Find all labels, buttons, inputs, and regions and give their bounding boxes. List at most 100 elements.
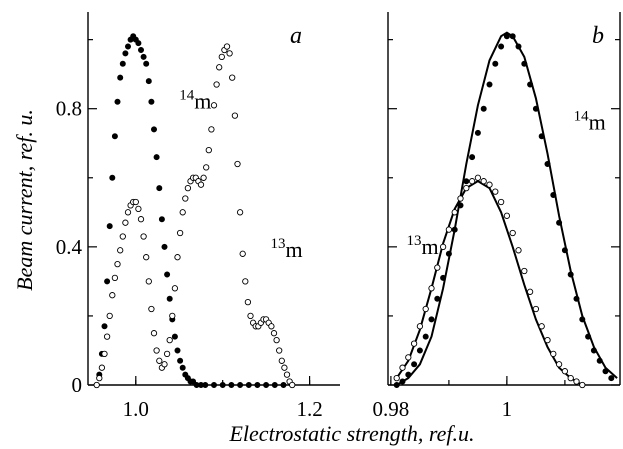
panel-a-point-13m: [223, 43, 231, 50]
panel-b-point-13m: [393, 374, 400, 382]
panel-a-point-13m: [236, 209, 244, 216]
panel-a-point-14m: [171, 333, 178, 340]
panel-a-series-label: 13m: [270, 236, 302, 262]
panel-a-point-13m: [111, 274, 119, 282]
panel-a-point-14m: [179, 364, 186, 371]
panel-a-point-13m: [208, 126, 215, 133]
isotope-mass-number: 13: [407, 233, 422, 249]
panel-b-point-14m: [440, 274, 447, 281]
y-tick-label: 0.4: [56, 235, 83, 259]
panel-a-point-13m: [218, 53, 225, 61]
panel-a-point-14m: [156, 185, 163, 192]
panel-a-point-13m: [114, 260, 121, 268]
panel-b-point-14m: [596, 357, 603, 364]
panel-b-point-13m: [405, 354, 412, 361]
panel-a-ticks: 0 0.4 0.8 1.0 1.2: [56, 39, 323, 421]
panel-a-point-14m: [164, 271, 171, 278]
panel-a-point-13m: [179, 209, 186, 216]
panel-a-point-13m: [213, 81, 220, 88]
panel-b-point-14m: [498, 43, 505, 50]
panel-a-point-13m: [234, 160, 241, 168]
y-tick-label: 0: [72, 373, 83, 397]
panel-b-point-13m: [538, 323, 545, 330]
panel-a-point-14m: [211, 381, 218, 388]
panel-a-point-14m: [101, 323, 108, 330]
panel-a-point-13m: [231, 112, 239, 119]
panel-b-point-13m: [544, 336, 551, 344]
panel-a-point-14m: [125, 43, 132, 50]
panel-b-point-14m: [434, 295, 441, 302]
panel-a-point-13m: [161, 361, 168, 368]
panel-b-point-14m: [445, 250, 452, 257]
panel-b-point-14m: [567, 271, 574, 278]
panel-a-point-13m: [270, 330, 278, 337]
panel-b-point-14m: [399, 378, 406, 385]
panel-a-point-14m: [177, 357, 184, 364]
panel-a-point-13m: [278, 357, 285, 364]
panel-a-point-14m: [271, 381, 278, 388]
panel-b-point-14m: [538, 133, 545, 140]
panel-b-point-14m: [486, 81, 493, 88]
panel-a-point-13m: [197, 181, 205, 188]
panel-a-point-14m: [153, 154, 160, 161]
panel-a-point-13m: [148, 305, 155, 313]
panel-b-series-label: 14m: [574, 108, 606, 134]
panel-b-point-14m: [527, 81, 534, 88]
panel-b-point-14m: [393, 381, 400, 388]
y-axis-title: Beam current, ref. u.: [12, 109, 37, 291]
x-tick-label: 1: [502, 397, 513, 421]
panel-a-point-14m: [140, 53, 147, 60]
panel-b-point-13m: [451, 209, 458, 216]
isotope-symbol: m: [194, 89, 211, 114]
panel-b-point-13m: [561, 368, 569, 375]
panel-a-point-13m: [184, 184, 192, 192]
panel-b-point-13m: [474, 174, 482, 181]
panel-a-point-13m: [132, 198, 139, 206]
panel-a-point-14m: [114, 98, 121, 105]
panel-a-point-13m: [283, 371, 291, 378]
panel-a-point-13m: [281, 364, 288, 371]
panel-a-point-13m: [98, 364, 106, 371]
panel-b-point-13m: [410, 340, 418, 347]
panel-a-point-13m: [273, 336, 280, 344]
panel-b-point-14m: [590, 347, 597, 354]
panel-b-point-14m: [532, 105, 539, 112]
panel-a-point-13m: [289, 381, 296, 389]
panel-a-point-13m: [103, 333, 111, 340]
panel-b-point-13m: [422, 305, 429, 313]
panel-b-point-13m: [567, 374, 574, 382]
panel-a-point-13m: [163, 350, 171, 358]
panel-a-point-13m: [119, 233, 126, 240]
panel-a-point-13m: [182, 195, 189, 202]
panel-a-point-14m: [237, 381, 244, 388]
panel-a-point-13m: [244, 298, 252, 306]
panel-b-point-13m: [486, 181, 493, 188]
panel-a-point-13m: [140, 233, 147, 240]
panel-b-point-14m: [463, 178, 470, 185]
panel-b-point-14m: [411, 361, 418, 368]
panel-b-point-14m: [451, 226, 458, 233]
panel-a-point-14m: [245, 381, 252, 388]
panel-a-point-14m: [104, 278, 111, 285]
panel-b-point-14m: [561, 247, 568, 254]
panel-a-point-13m: [101, 350, 108, 358]
panel-b-point-14m: [480, 105, 487, 112]
panel-a-letter: a: [290, 23, 302, 49]
panel-a-point-14m: [174, 347, 181, 354]
panel-b-point-14m: [585, 333, 592, 340]
panel-b-letter: b: [592, 23, 604, 49]
panel-a-point-13m: [268, 323, 275, 330]
panel-a-point-13m: [135, 205, 142, 213]
panel-b-point-14m: [457, 202, 464, 209]
panel-a-point-13m: [247, 312, 254, 320]
panel-a-point-13m: [117, 247, 124, 254]
panel-b-point-13m: [503, 212, 511, 219]
panel-b-point-14m: [573, 295, 580, 302]
panel-a-point-14m: [143, 60, 150, 67]
panel-b-point-13m: [457, 195, 464, 202]
panel-a-point-14m: [111, 133, 118, 140]
panel-a-point-13m: [96, 374, 103, 382]
panel-b-point-14m: [405, 371, 412, 378]
